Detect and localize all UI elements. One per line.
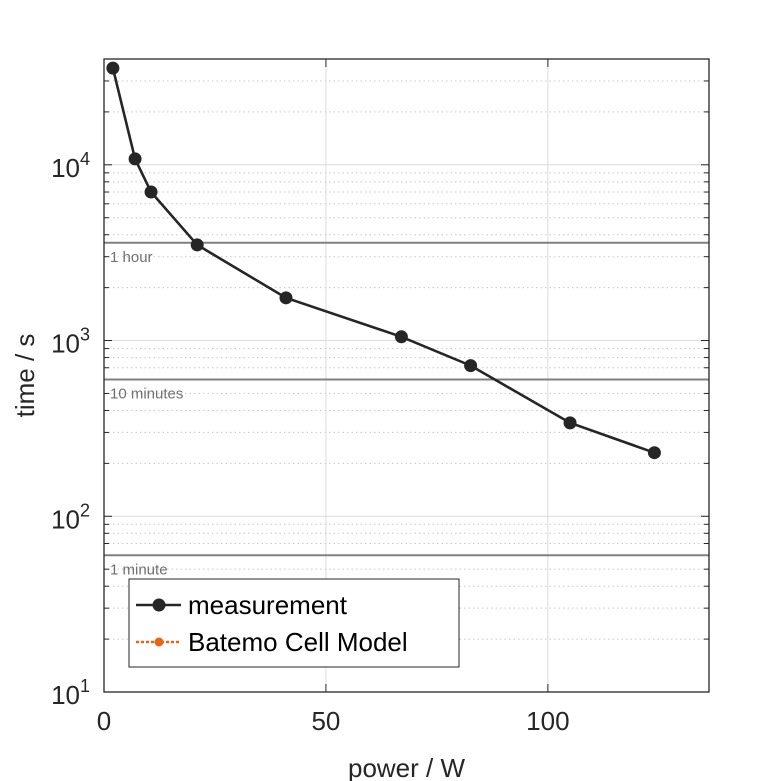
- y-axis-label: time / s: [10, 334, 40, 418]
- x-axis-label: power / W: [348, 753, 465, 781]
- legend-label-model: Batemo Cell Model: [188, 627, 408, 657]
- y-tick-label: 101: [51, 676, 90, 710]
- legend-label-measurement: measurement: [188, 590, 348, 620]
- x-tick-label: 50: [311, 706, 340, 736]
- data-point: [279, 291, 293, 305]
- y-tick-label: 103: [51, 325, 90, 359]
- data-point: [144, 185, 158, 199]
- legend-marker-model: [154, 637, 164, 647]
- reference-line-label: 1 hour: [110, 249, 153, 266]
- data-point: [563, 416, 577, 430]
- reference-line-label: 10 minutes: [110, 386, 183, 403]
- data-point: [128, 152, 142, 166]
- series-line-measurement: [111, 67, 655, 454]
- data-point: [394, 330, 408, 344]
- y-tick-label: 104: [51, 149, 90, 183]
- legend-box: [128, 578, 460, 668]
- data-point: [647, 446, 661, 460]
- axes-box: [103, 58, 710, 693]
- x-tick-label: 100: [526, 706, 569, 736]
- x-tick-label: 0: [97, 706, 111, 736]
- data-point: [190, 238, 204, 252]
- y-tick-label: 102: [51, 500, 90, 534]
- data-point: [106, 61, 120, 75]
- legend-marker-measurement: [152, 598, 166, 612]
- reference-line-label: 1 minute: [110, 561, 168, 578]
- data-point: [464, 359, 478, 373]
